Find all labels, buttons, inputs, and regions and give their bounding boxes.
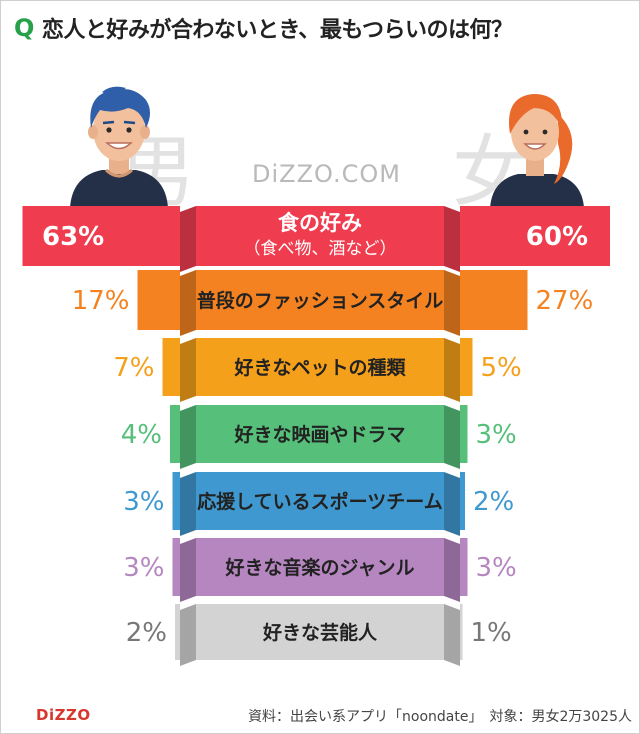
category-label: 食の好み [278,211,362,235]
brand-logo: DiZZO [36,706,91,724]
bar-female [460,472,465,530]
category-banner [196,405,444,463]
fold-right [444,405,460,469]
category-banner [196,338,444,396]
value-label-female: 2% [473,487,514,517]
fold-right [444,538,460,602]
category-label: 好きな音楽のジャンル [224,556,414,579]
bar-male [162,338,180,396]
category-banner [196,472,444,530]
bar-male [22,206,180,266]
fold-right [444,604,460,666]
category-label: 普段のファッションスタイル [197,289,444,312]
fold-left [180,338,196,402]
fold-left [180,270,196,336]
fold-left [180,472,196,536]
male-person-icon [70,86,168,208]
value-label-male: 3% [123,553,164,583]
value-label-male: 3% [123,487,164,517]
value-label-female: 27% [536,286,594,316]
fold-left [180,405,196,469]
fold-right [444,472,460,536]
title-text: 恋人と好みが合わないとき、最もつらいのは何？ [41,18,513,43]
value-label-male: 17% [72,286,130,316]
category-label: 好きな芸能人 [262,621,378,644]
female-person-icon [490,94,584,208]
fold-right [444,270,460,336]
value-label-female: 1% [471,618,512,648]
category-banner [196,206,444,266]
fold-left [180,538,196,602]
bar-female [460,604,463,660]
bar-female [460,206,610,266]
value-label-female: 5% [481,353,522,383]
watermark: DiZZO.COM [252,160,401,188]
value-label-female: 60% [526,222,588,252]
category-label: 好きな映画やドラマ [233,423,405,446]
fold-left [180,604,196,666]
bar-female [460,270,528,330]
value-label-female: 3% [476,420,517,450]
category-banner [196,538,444,596]
bar-female [460,405,468,463]
bar-male [172,472,180,530]
category-banner [196,270,444,330]
bar-male [172,538,180,596]
fold-left [180,206,196,272]
q-mark: Q [14,14,34,42]
bar-male [175,604,180,660]
value-label-male: 4% [121,420,162,450]
bar-male [137,270,180,330]
bar-male [170,405,180,463]
bar-female [460,538,468,596]
value-label-male: 2% [126,618,167,648]
value-label-male: 7% [113,353,154,383]
page-title: Q 恋人と好みが合わないとき、最もつらいのは何？ [14,8,626,48]
value-label-female: 3% [476,553,517,583]
category-banner [196,604,444,660]
source-note: 資料：出会い系アプリ「noondate」 対象：男女2万3025人 [248,709,632,725]
value-label-male: 63% [42,222,104,252]
fold-right [444,206,460,272]
category-label: 好きなペットの種類 [233,356,406,379]
category-sublabel: （食べ物、酒など） [244,239,397,259]
category-label: 応援しているスポーツチーム [197,490,442,513]
fold-right [444,338,460,402]
bar-female [460,338,473,396]
